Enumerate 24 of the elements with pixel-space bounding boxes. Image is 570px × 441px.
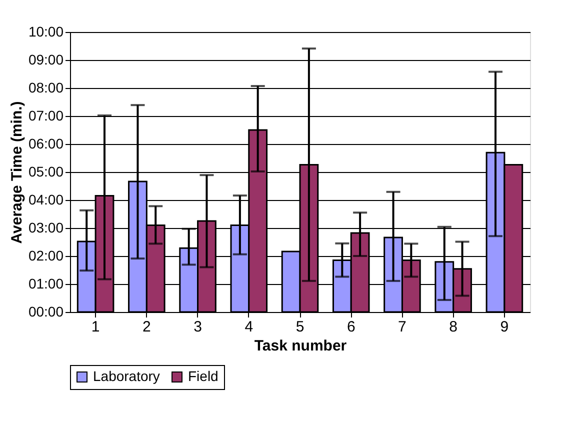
y-tick-label: 05:00 xyxy=(28,164,64,180)
x-tick-label: 3 xyxy=(194,318,202,336)
y-tick-label: 08:00 xyxy=(28,80,64,96)
y-axis-title: Average Time (min.) xyxy=(8,101,26,244)
legend-label: Laboratory xyxy=(93,368,160,384)
x-tick-label: 4 xyxy=(244,318,254,336)
x-tick-label: 1 xyxy=(91,318,100,336)
y-tick-label: 02:00 xyxy=(28,248,64,264)
x-tick-label: 8 xyxy=(449,318,458,336)
y-tick-label: 09:00 xyxy=(28,52,64,68)
y-tick-label: 00:00 xyxy=(28,304,64,320)
x-tick-label: 7 xyxy=(398,318,406,336)
y-tick-label: 10:00 xyxy=(28,24,64,40)
legend-label: Field xyxy=(188,368,218,384)
y-tick-label: 04:00 xyxy=(28,192,64,208)
y-tick-label: 01:00 xyxy=(28,276,64,292)
y-tick-label: 06:00 xyxy=(28,136,64,152)
x-tick-label: 6 xyxy=(346,318,356,336)
x-tick-label: 5 xyxy=(296,318,304,336)
x-axis-title: Task number xyxy=(254,338,347,354)
x-tick-label: 2 xyxy=(142,318,151,336)
x-tick-label: 9 xyxy=(500,318,509,336)
y-tick-label: 03:00 xyxy=(28,220,64,236)
y-tick-label: 07:00 xyxy=(28,108,64,124)
